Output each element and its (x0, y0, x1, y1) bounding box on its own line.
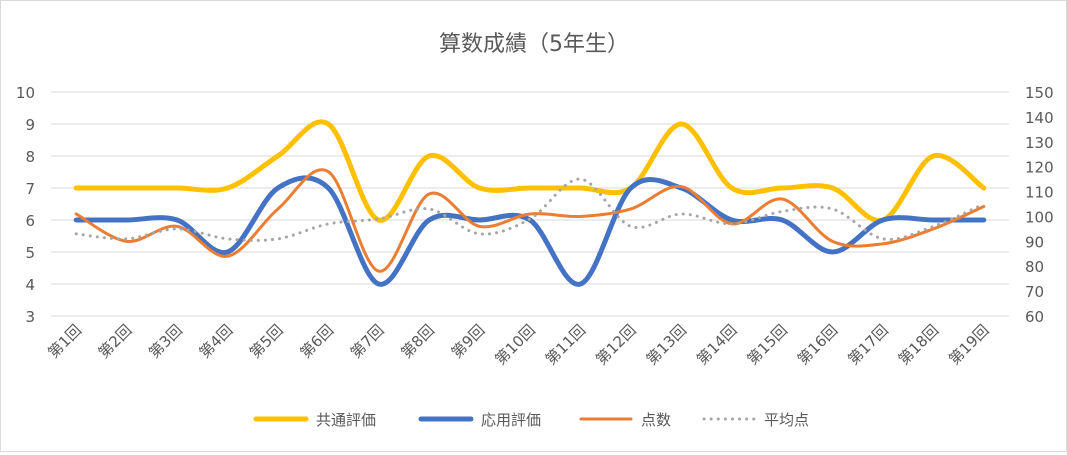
y-left-tick-label: 5 (25, 244, 35, 262)
x-tick-label: 第14回 (693, 321, 740, 368)
x-tick-label: 第8回 (397, 321, 438, 362)
x-tick-label: 第17回 (844, 321, 891, 368)
series-line-1 (76, 122, 984, 221)
x-tick-label: 第19回 (945, 321, 992, 368)
x-tick-label: 第1回 (44, 321, 85, 362)
y-right-tick-label: 150 (1025, 84, 1054, 102)
y-left-tick-label: 4 (25, 276, 35, 294)
x-tick-label: 第5回 (246, 321, 287, 362)
x-tick-label: 第10回 (491, 321, 538, 368)
x-tick-label: 第9回 (448, 321, 489, 362)
x-tick-label: 第18回 (895, 321, 942, 368)
x-tick-label: 第12回 (592, 321, 639, 368)
x-tick-label: 第7回 (347, 321, 388, 362)
y-right-tick-label: 70 (1025, 283, 1044, 301)
x-tick-label: 第11回 (542, 321, 589, 368)
y-left-tick-label: 7 (25, 180, 35, 198)
y-right-tick-label: 80 (1025, 258, 1044, 276)
x-tick-label: 第4回 (196, 321, 237, 362)
y-left-tick-label: 6 (25, 212, 35, 230)
y-right-tick-label: 140 (1025, 109, 1054, 127)
legend-label: 点数 (641, 411, 671, 429)
y-left-tick-label: 8 (25, 148, 35, 166)
x-tick-label: 第13回 (643, 321, 690, 368)
chart-title: 算数成績（5年生） (439, 32, 629, 57)
x-tick-label: 第15回 (743, 321, 790, 368)
y-left-tick-label: 3 (25, 308, 35, 326)
y-right-tick-label: 130 (1025, 134, 1054, 152)
y-left-tick-label: 9 (25, 116, 35, 134)
legend-label: 応用評価 (481, 411, 541, 429)
legend-label: 共通評価 (316, 411, 376, 429)
x-tick-label: 第6回 (296, 321, 337, 362)
x-tick-label: 第3回 (145, 321, 186, 362)
legend-label: 平均点 (764, 411, 809, 429)
y-right-tick-label: 100 (1025, 208, 1054, 226)
y-right-tick-label: 60 (1025, 308, 1044, 326)
x-tick-label: 第2回 (95, 321, 136, 362)
y-right-tick-label: 110 (1025, 184, 1054, 202)
y-right-tick-label: 120 (1025, 159, 1054, 177)
x-tick-label: 第16回 (794, 321, 841, 368)
y-right-tick-label: 90 (1025, 233, 1044, 251)
series-line-2 (76, 178, 984, 284)
y-left-tick-label: 10 (16, 84, 35, 102)
